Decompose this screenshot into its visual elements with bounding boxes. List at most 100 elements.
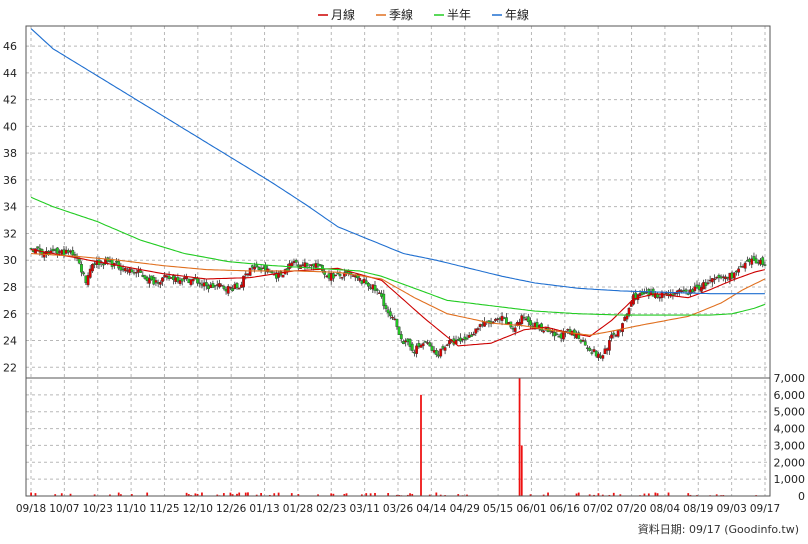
volume-bar: [201, 492, 203, 496]
volume-bar: [529, 494, 532, 496]
price-tick-label: 40: [3, 120, 17, 133]
volume-bar: [297, 494, 300, 496]
candle-body: [610, 334, 613, 339]
volume-bar: [647, 493, 650, 496]
moving-average-line: [30, 196, 766, 316]
candle-body: [603, 348, 607, 355]
x-tick-label: 12/26: [216, 503, 247, 515]
candle-body: [382, 293, 386, 307]
volume-bar: [222, 493, 225, 496]
volume-bar: [608, 494, 611, 496]
x-tick-label: 06/01: [516, 503, 546, 515]
candle-body: [250, 265, 254, 268]
candle-body: [123, 268, 127, 272]
candle-body: [231, 288, 235, 292]
candle-body: [237, 288, 241, 290]
x-tick-label: 10/07: [49, 503, 79, 515]
price-tick-label: 46: [3, 40, 17, 53]
volume-bar: [260, 492, 262, 496]
candle-body: [86, 275, 90, 286]
volume-bar: [466, 494, 468, 496]
grid: [26, 26, 770, 497]
legend-label: 半年: [447, 8, 471, 22]
candle-body: [627, 308, 631, 316]
candle-body: [229, 286, 232, 289]
price-tick-label: 26: [3, 308, 17, 321]
candle-body: [621, 323, 624, 333]
candle-body: [664, 292, 668, 295]
candle-body: [443, 347, 447, 351]
volume-bar: [317, 494, 319, 496]
price-tick-label: 34: [3, 201, 17, 214]
candle-body: [423, 341, 427, 343]
candle-body: [338, 273, 342, 277]
candle-body: [134, 272, 138, 274]
volume-bar: [343, 493, 346, 496]
volume-bar: [273, 493, 276, 496]
candle-body: [704, 282, 708, 286]
candle-body: [430, 345, 434, 351]
candle-body: [601, 355, 605, 359]
volume-bar: [547, 492, 549, 496]
candle-body: [750, 258, 754, 265]
candle-body: [684, 289, 688, 292]
candle-body: [469, 334, 473, 337]
candle-body: [340, 277, 344, 279]
candle-body: [80, 264, 83, 273]
legend: 月線 季線 半年 年線: [318, 7, 529, 22]
candle-body: [185, 276, 189, 279]
volume-bar: [406, 494, 409, 496]
volume-bar: [185, 492, 188, 496]
x-tick-label: 07/02: [583, 503, 613, 515]
candle-body: [643, 292, 646, 294]
candle-body: [88, 268, 92, 278]
candle-body: [397, 326, 401, 335]
volume-bar: [689, 494, 692, 496]
volume-bar: [643, 493, 646, 496]
price-tick-label: 36: [3, 174, 17, 187]
candle-body: [419, 344, 423, 348]
candle-body: [358, 278, 362, 281]
volume-tick-label: 6,000: [774, 389, 806, 402]
candle-body: [597, 353, 600, 358]
volume-bar: [30, 492, 32, 496]
candle-body: [754, 258, 758, 264]
x-tick-label: 12/10: [183, 503, 213, 515]
candle-body: [391, 316, 394, 319]
volume-bar: [387, 493, 390, 496]
x-tick-label: 02/23: [316, 503, 346, 515]
candle-body: [590, 352, 594, 354]
volume-bar: [420, 394, 422, 496]
volume-bar: [612, 492, 615, 496]
volume-bar: [374, 492, 376, 496]
candle-body: [373, 285, 377, 291]
volume-bar: [398, 494, 400, 496]
volume-bar: [255, 494, 258, 496]
volume-tick-label: 1,000: [774, 473, 806, 486]
candle-body: [415, 345, 419, 354]
volume-bar: [619, 494, 622, 496]
candle-body: [305, 263, 309, 267]
candle-body: [542, 330, 546, 333]
legend-label: 年線: [505, 7, 529, 22]
moving-average-line: [31, 252, 766, 336]
candle-body: [717, 274, 721, 279]
candle-body: [651, 288, 655, 297]
candle-body: [158, 282, 162, 285]
volume-bar: [93, 494, 96, 496]
candle-body: [761, 257, 765, 265]
candle-body: [625, 313, 629, 320]
candle-body: [290, 262, 294, 267]
candle-body: [713, 278, 716, 281]
volume-bar: [244, 492, 247, 496]
candle-body: [551, 331, 554, 333]
candle-body: [375, 289, 379, 291]
volume-bar: [588, 494, 591, 496]
x-tick-label: 04/14: [416, 503, 447, 515]
candle-body: [732, 272, 736, 279]
volume-bar: [345, 493, 348, 496]
x-tick-label: 03/11: [350, 503, 380, 515]
volume-bar: [130, 494, 133, 496]
x-tick-label: 08/19: [683, 503, 713, 515]
